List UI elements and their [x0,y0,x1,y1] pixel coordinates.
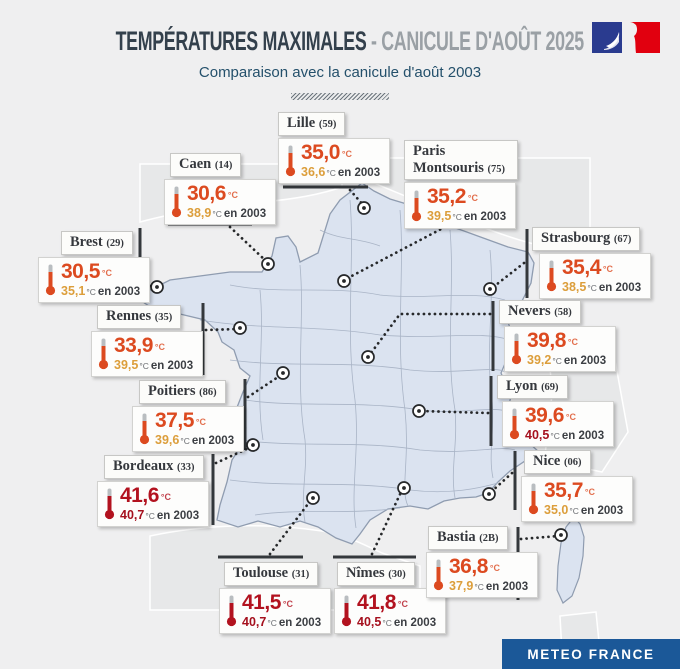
city-marker-lyon [412,404,426,418]
leader-line-lyon [419,409,490,415]
leader-line-nimes [370,488,404,556]
leader-line-caen [228,225,268,263]
republique-francaise-logo [592,22,660,53]
city-marker-nevers [361,350,375,364]
city-marker-lille [357,201,371,215]
city-marker-nice [482,487,496,501]
leader-line-bordeaux [214,445,253,465]
france-outline [138,182,585,604]
city-marker-rennes [233,321,247,335]
meteo-france-footer: METEO FRANCE [502,639,680,669]
header: TEMPÉRATURES MAXIMALES - CANICULE D'AOÛT… [0,0,680,100]
leader-line-paris [344,225,447,281]
leader-line-rennes [204,327,240,332]
city-marker-toulouse [306,491,320,505]
city-marker-bastia [554,528,568,542]
city-marker-poitiers [276,366,290,380]
leader-line-toulouse [268,498,313,556]
title-main: TEMPÉRATURES MAXIMALES [115,26,367,56]
city-marker-brest [150,280,164,294]
city-marker-paris [337,274,351,288]
page-title: TEMPÉRATURES MAXIMALES - CANICULE D'AOÛT… [115,26,585,57]
title-subpart: - CANICULE D'AOÛT 2025 [366,26,584,56]
leader-line-bastia [519,534,561,541]
brand-label: METEO FRANCE [527,646,655,662]
subtitle: Comparaison avec la canicule d'août 2003 [198,64,482,81]
city-marker-strasbourg [483,282,497,296]
city-marker-nimes [397,481,411,495]
leader-line-nevers [366,312,492,359]
hatch-divider [291,93,389,100]
leader-line-poitiers [246,373,283,399]
city-marker-bordeaux [246,438,260,452]
leader-line-strasbourg [490,261,526,290]
city-marker-caen [261,257,275,271]
leader-line-nice [489,471,514,494]
